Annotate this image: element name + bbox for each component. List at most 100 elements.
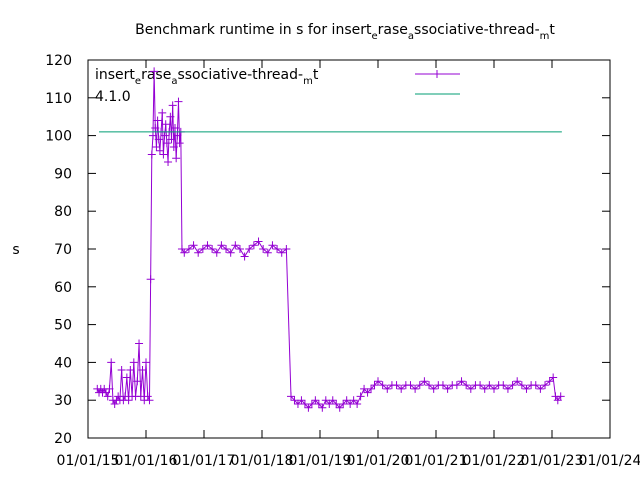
data-point — [203, 241, 212, 250]
y-tick-label: 50 — [54, 318, 72, 334]
data-point — [217, 241, 226, 250]
data-point — [138, 365, 147, 374]
data-point — [425, 381, 434, 390]
plot-label: inserteraseassociative-thread-mt — [95, 67, 319, 87]
y-tick-label: 30 — [54, 393, 72, 409]
data-point — [556, 392, 565, 401]
y-tick-label: 110 — [45, 91, 72, 107]
data-point — [325, 399, 334, 408]
data-point — [249, 241, 258, 250]
data-point — [314, 399, 323, 408]
data-point — [457, 377, 466, 386]
data-point — [175, 139, 184, 148]
data-point — [290, 396, 299, 405]
data-point — [162, 139, 171, 148]
data-point — [222, 245, 231, 253]
data-point — [245, 245, 254, 253]
data-point — [490, 384, 498, 393]
data-point — [117, 365, 126, 374]
data-point — [254, 237, 263, 246]
data-point — [173, 131, 182, 140]
data-point — [268, 241, 277, 250]
data-point — [517, 381, 526, 390]
data-point — [367, 384, 376, 393]
plot-border — [87, 59, 611, 439]
data-point — [476, 381, 485, 390]
data-point — [133, 377, 142, 386]
data-point — [363, 388, 372, 397]
data-point — [420, 377, 429, 386]
data-point — [466, 384, 475, 393]
data-point — [226, 248, 235, 257]
data-point — [154, 135, 163, 144]
data-point — [370, 381, 379, 390]
legend-marker — [433, 70, 441, 78]
data-point — [304, 403, 313, 412]
data-point — [114, 392, 123, 401]
data-point — [212, 248, 221, 257]
data-point — [462, 381, 471, 390]
chart-title-part: rase — [378, 22, 408, 38]
chart-title-subscript: a — [408, 31, 414, 42]
data-point — [545, 377, 554, 386]
y-tick-label: 20 — [54, 431, 72, 447]
plot-label-part: t — [313, 67, 319, 83]
data-point — [150, 67, 159, 76]
x-tick-label: 01/01/15 — [57, 453, 120, 469]
x-tick-label: 01/01/17 — [173, 453, 236, 469]
data-point — [513, 377, 522, 386]
data-point — [147, 150, 156, 159]
data-point — [160, 131, 169, 140]
data-point — [282, 245, 291, 253]
data-point — [103, 392, 112, 401]
data-point — [480, 384, 489, 393]
y-axis-label: s — [12, 242, 19, 258]
data-point — [153, 116, 162, 125]
data-point — [287, 392, 295, 401]
data-point — [240, 252, 249, 261]
chart-title-subscript: m — [540, 31, 550, 42]
data-point — [346, 399, 355, 408]
data-point — [143, 392, 152, 401]
data-point — [360, 384, 369, 393]
data-point — [353, 399, 362, 408]
data-point — [171, 124, 179, 133]
data-point — [263, 248, 272, 257]
chart-title-part: ssociative-thread- — [414, 22, 540, 38]
data-point — [159, 150, 168, 159]
plot-label-part: rase — [141, 67, 171, 83]
data-point — [277, 248, 286, 257]
data-point — [166, 112, 175, 121]
data-point — [522, 384, 531, 393]
data-point — [136, 392, 145, 401]
data-point — [342, 396, 351, 405]
data-point — [311, 396, 320, 405]
data-point — [328, 396, 337, 405]
data-point — [164, 158, 173, 167]
data-point — [189, 241, 198, 250]
data-point — [105, 384, 114, 393]
chart-title-subscript: e — [371, 31, 377, 42]
data-point — [121, 392, 130, 401]
data-point — [122, 373, 131, 382]
data-point — [259, 245, 268, 253]
data-point — [318, 403, 327, 412]
x-tick-label: 01/01/16 — [115, 453, 178, 469]
data-point — [374, 377, 382, 386]
chart-title-part: t — [549, 22, 555, 38]
chart-title-part: Benchmark runtime in s for insert — [135, 22, 372, 38]
data-point — [148, 131, 157, 140]
chart-title: Benchmark runtime in s for inserteraseas… — [135, 22, 555, 42]
data-point — [307, 399, 316, 408]
data-point — [158, 108, 167, 117]
data-point — [378, 381, 387, 390]
data-point — [142, 358, 150, 367]
data-point — [429, 384, 438, 393]
data-point — [335, 403, 344, 412]
data-point — [169, 142, 178, 151]
data-point — [392, 381, 401, 390]
data-point — [349, 396, 358, 405]
data-point — [383, 384, 392, 393]
y-tick-label: 90 — [54, 166, 72, 182]
